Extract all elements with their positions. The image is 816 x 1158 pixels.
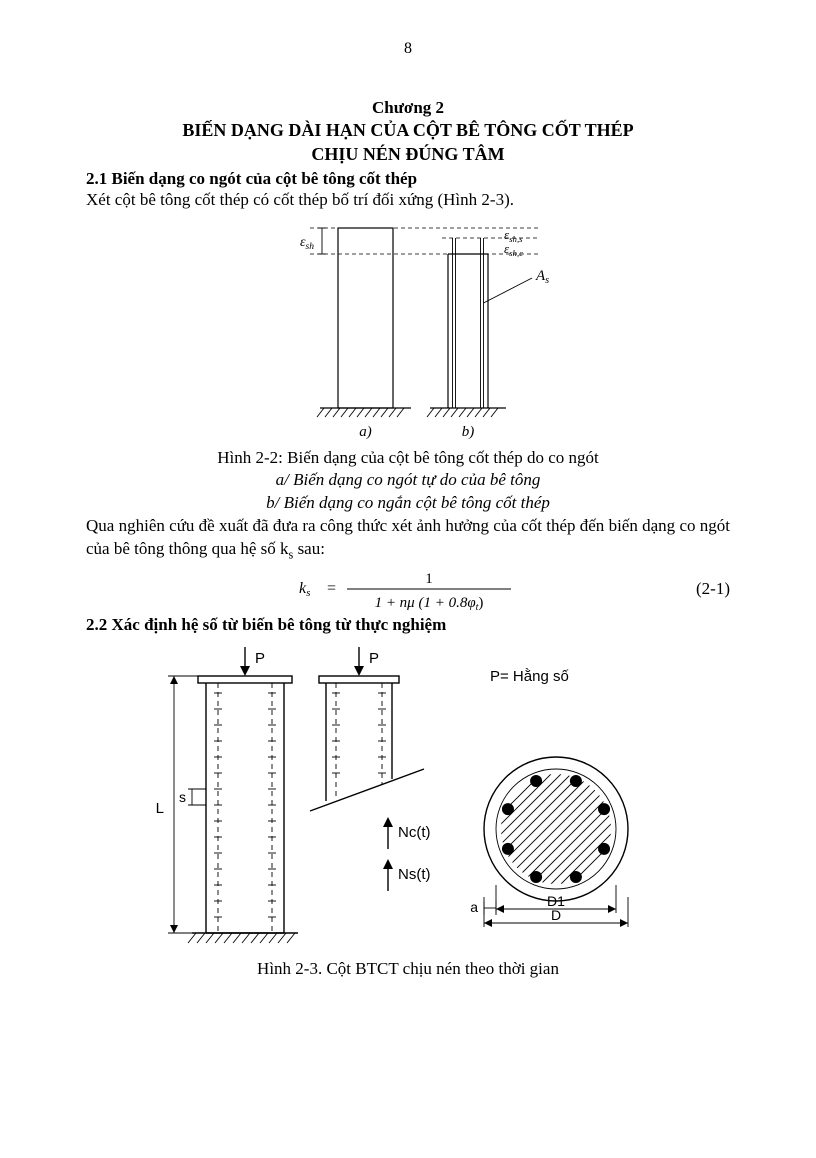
svg-text:Ns(t): Ns(t) <box>398 866 431 883</box>
equation-2-1: ks = 1 1 + nμ (1 + 0.8φt) (2-1) <box>86 565 730 613</box>
para-after-fig22: Qua nghiên cứu đề xuất đã đưa ra công th… <box>86 515 730 563</box>
svg-text:a): a) <box>359 424 372 440</box>
figure-2-2: εshεsh,sεsh,cAsa)b) <box>228 218 588 443</box>
svg-text:P: P <box>255 650 265 667</box>
para-text: Qua nghiên cứu đề xuất đã đưa ra công th… <box>86 516 730 558</box>
svg-text:=: = <box>327 580 336 597</box>
svg-text:1 + nμ (1 + 0.8φt): 1 + nμ (1 + 0.8φt) <box>375 595 484 613</box>
fig22-sub-b: b/ Biến dạng co ngắn cột bê tông cốt thé… <box>86 492 730 515</box>
svg-text:P: P <box>369 650 379 667</box>
svg-text:b): b) <box>462 424 475 440</box>
svg-text:s: s <box>179 789 186 805</box>
svg-text:Nc(t): Nc(t) <box>398 824 431 841</box>
svg-text:εsh: εsh <box>300 235 314 252</box>
page-number: 8 <box>86 40 730 58</box>
fig23-caption: Hình 2-3. Cột BTCT chịu nén theo thời gi… <box>86 958 730 981</box>
para-tail: sau: <box>293 539 325 558</box>
svg-text:ks: ks <box>299 580 310 599</box>
section-2-2: 2.2 Xác định hệ số từ biến bê tông từ th… <box>86 615 730 635</box>
equation-number: (2-1) <box>696 579 730 599</box>
fig22-sub-a: a/ Biến dạng co ngót tự do của bê tông <box>86 469 730 492</box>
svg-text:1: 1 <box>425 571 433 587</box>
chapter-title-1: BIẾN DẠNG DÀI HẠN CỦA CỘT BÊ TÔNG CỐT TH… <box>86 118 730 142</box>
svg-text:As: As <box>535 268 549 286</box>
fig22-caption: Hình 2-2: Biến dạng của cột bê tông cốt … <box>86 447 730 470</box>
svg-text:P= Hằng số: P= Hằng số <box>490 668 569 685</box>
chapter-title-2: CHỊU NÉN ĐÚNG TÂM <box>86 142 730 166</box>
intro-2-1: Xét cột bê tông cốt thép có cốt thép bố … <box>86 189 730 212</box>
section-2-1: 2.1 Biến dạng co ngót của cột bê tông cố… <box>86 169 730 189</box>
figure-2-3: PLsPNc(t)Ns(t)P= Hằng sốaD1D <box>138 641 678 954</box>
svg-text:L: L <box>156 800 164 817</box>
page: 8 Chương 2 BIẾN DẠNG DÀI HẠN CỦA CỘT BÊ … <box>0 0 816 1158</box>
equation-2-1-svg: ks = 1 1 + nμ (1 + 0.8φt) <box>293 565 523 613</box>
svg-text:D: D <box>551 907 561 923</box>
chapter-label: Chương 2 <box>86 98 730 118</box>
svg-text:a: a <box>470 899 478 915</box>
